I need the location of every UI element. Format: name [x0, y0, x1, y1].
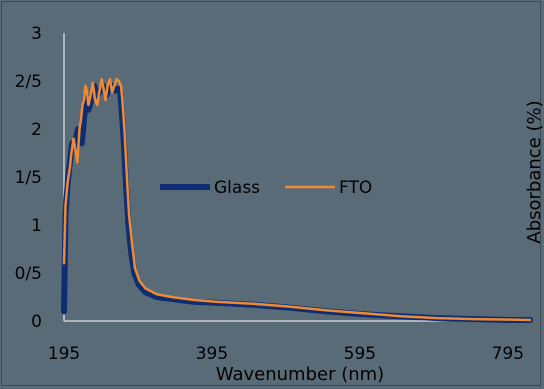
y-tick-label: 3 [31, 24, 42, 44]
y-tick-label: 1 [31, 216, 42, 236]
y-tick-label: 2/5 [15, 72, 42, 92]
y-tick-label: 0 [31, 312, 42, 332]
x-tick-label: 595 [344, 344, 376, 364]
series-layer [61, 77, 533, 323]
legend-label-glass: Glass [214, 178, 260, 198]
series-line-fto [62, 77, 532, 322]
y-tick-label: 1/5 [15, 168, 42, 188]
legend: Glass FTO [160, 178, 372, 198]
x-tick-label: 395 [196, 344, 228, 364]
x-axis-title: Wavenumber (nm) [216, 364, 384, 385]
legend-label-fto: FTO [339, 178, 372, 198]
x-tick-labels: 195 395 595 795 [48, 344, 524, 364]
y-axis-title: Absorbance (%) [524, 100, 544, 243]
y-tick-label: 0/5 [15, 264, 42, 284]
y-tick-label: 2 [31, 120, 42, 140]
y-tick-labels: 0 0/5 1 1/5 2 2/5 3 [15, 24, 42, 332]
x-tick-label: 195 [48, 344, 80, 364]
series-line-glass [61, 82, 533, 323]
x-tick-label: 795 [492, 344, 524, 364]
